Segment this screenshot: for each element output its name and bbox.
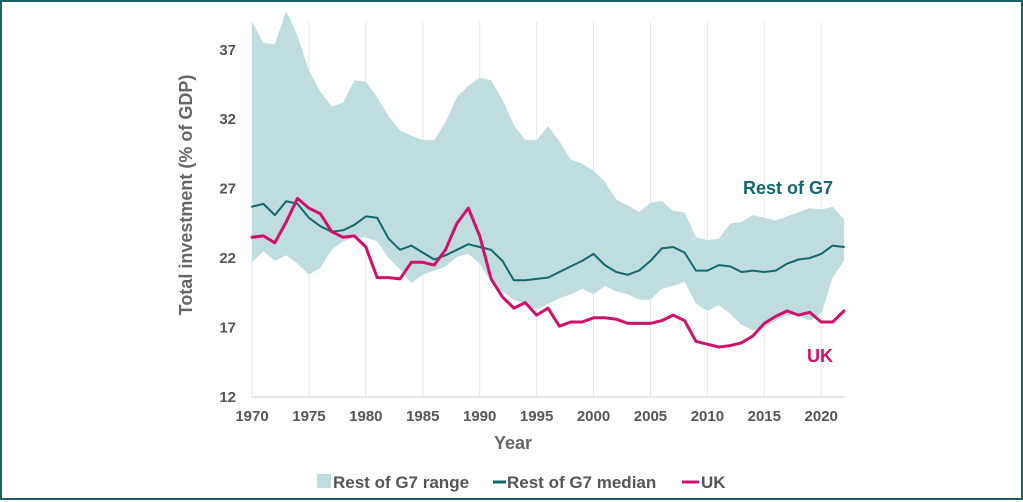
x-tick-label-1995: 1995 (520, 408, 553, 425)
y-axis-title: Total investment (% of GDP) (176, 75, 196, 316)
y-tick-label-32: 32 (219, 111, 236, 128)
x-axis-title: Year (494, 433, 532, 453)
y-tick-label-12: 12 (219, 389, 236, 406)
x-tick-label-2010: 2010 (691, 408, 724, 425)
x-tick-label-1985: 1985 (406, 408, 439, 425)
y-tick-label-27: 27 (219, 181, 236, 198)
series-rest-of-g7-range (252, 10, 844, 331)
x-tick-label-1990: 1990 (463, 408, 496, 425)
annotation-rest-of-g7: Rest of G7 (743, 178, 833, 198)
x-tick-label-2020: 2020 (805, 408, 838, 425)
series-rest-of-g7-median (251, 200, 845, 282)
x-tick-label-2005: 2005 (634, 408, 667, 425)
y-tick-label-17: 17 (219, 320, 236, 337)
lines-layer (250, 196, 846, 349)
legend-label-uk: UK (701, 473, 726, 492)
x-tick-label-2015: 2015 (748, 408, 781, 425)
legend-swatch-range (317, 474, 331, 488)
series-uk (250, 196, 846, 349)
x-tick-label-2000: 2000 (577, 408, 610, 425)
x-tick-label-1975: 1975 (292, 408, 325, 425)
y-tick-label-22: 22 (219, 250, 236, 267)
y-tick-label-37: 37 (219, 42, 236, 59)
x-tick-label-1970: 1970 (235, 408, 268, 425)
range-band-layer (252, 10, 844, 331)
axes: 1970 1975 1980 1985 1990 1995 2000 2005 2010 2015… (219, 42, 844, 425)
x-tick-label-1980: 1980 (349, 408, 382, 425)
legend-label-median: Rest of G7 median (507, 473, 656, 492)
legend-label-range: Rest of G7 range (333, 473, 469, 492)
legend: Rest of G7 range Rest of G7 median UK (317, 473, 726, 492)
annotation-uk: UK (807, 346, 833, 366)
